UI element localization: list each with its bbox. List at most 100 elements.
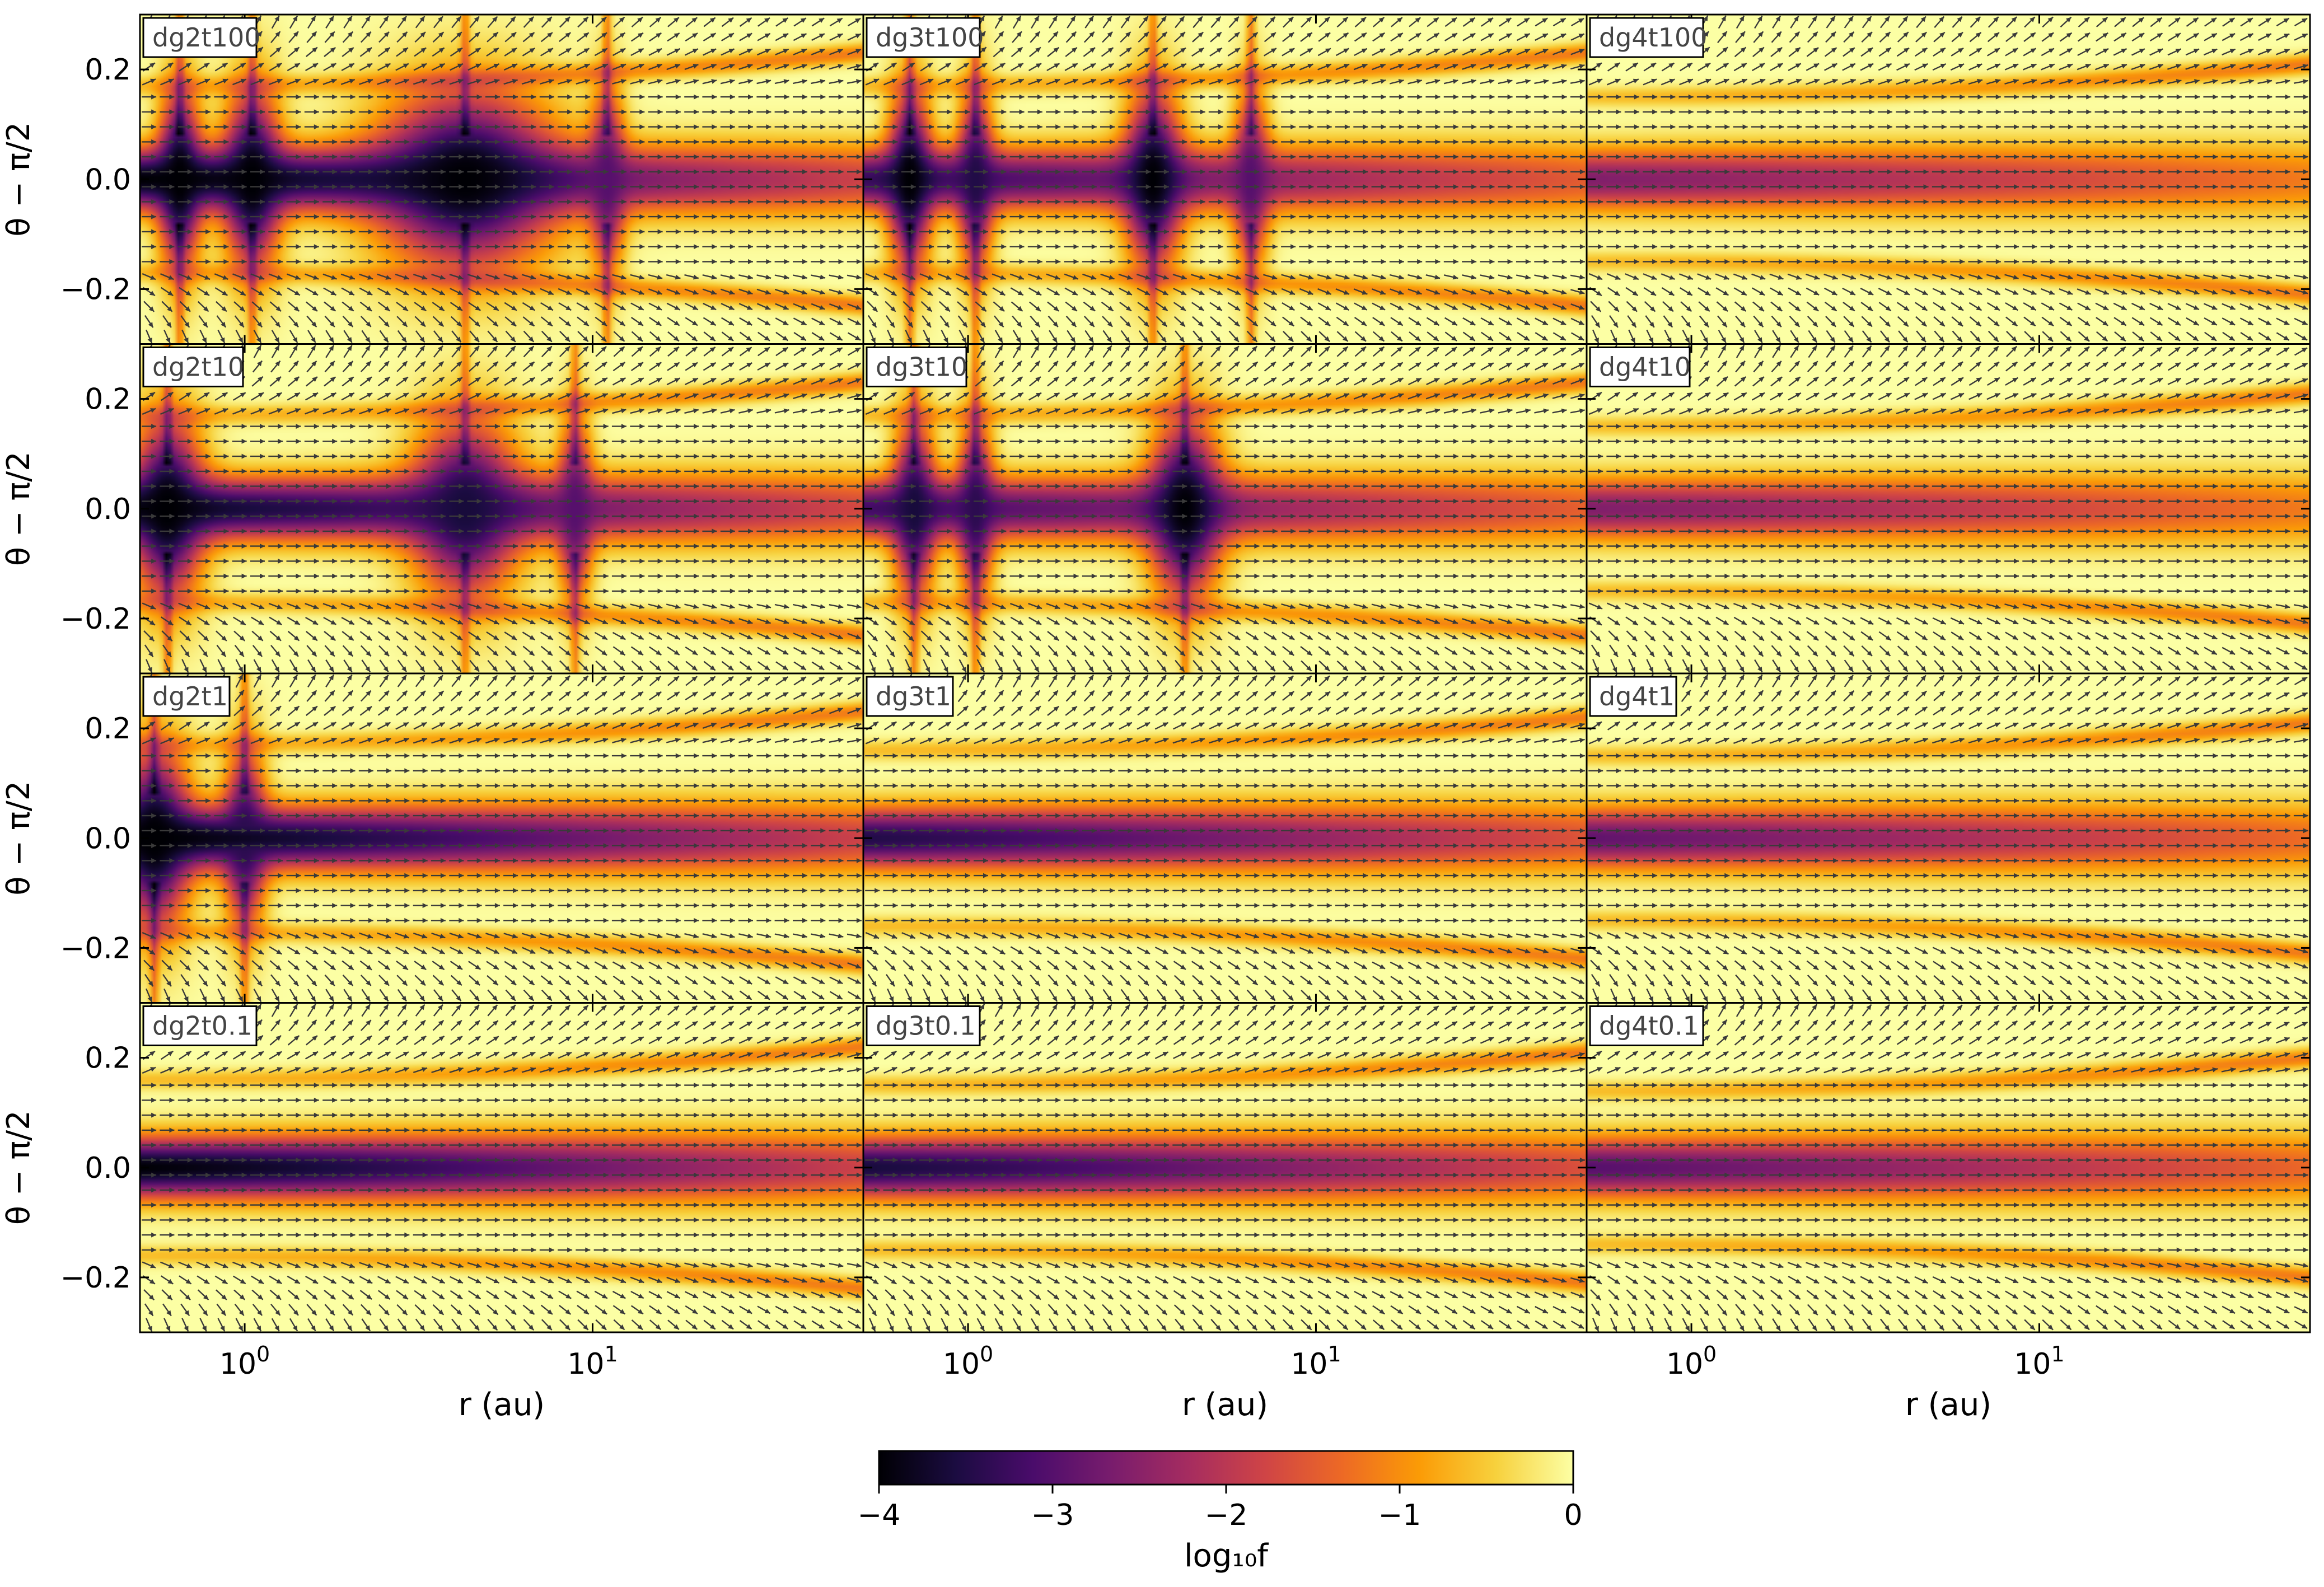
quiver-arrowhead [601,32,607,38]
quiver-arrowhead [567,229,573,235]
quiver-arrowhead [2213,124,2218,130]
quiver-arrowhead [349,275,355,280]
quiver-arrowhead [169,199,175,204]
quiver-arrowhead [1218,139,1223,144]
quiver-arrowhead [204,78,211,83]
quiver-arrowhead [603,199,609,204]
quiver-arrowhead [1489,94,1495,100]
quiver-arrowhead [1507,274,1513,280]
quiver-arrowhead [583,336,588,342]
quiver-arrowhead [675,229,681,235]
quiver-arrowhead [965,184,970,190]
quiver-arrowhead [1381,214,1386,219]
quiver-arrowhead [1993,17,1999,22]
quiver-arrowhead [2195,244,2200,250]
quiver-arrowhead [347,337,352,343]
quiver-arrowhead [1070,321,1077,327]
quiver-arrowhead [1723,63,1729,68]
quiver-arrowhead [1833,169,1839,175]
quiver-arrowhead [1995,184,2001,190]
quiver-arrowhead [710,305,717,310]
quiver-arrowhead [1848,16,1853,22]
quiver-arrowhead [981,47,986,53]
quiver-arrowhead [293,31,298,37]
quiver-arrowhead [2140,139,2146,144]
quiver-arrowhead [1452,274,1458,280]
quiver-arrowhead [2158,154,2164,160]
quiver-arrowhead [980,321,986,327]
quiver-arrowhead [1110,169,1115,175]
quiver-arrowhead [2176,124,2182,130]
quiver-arrowhead [838,64,844,69]
quiver-arrowhead [1596,63,1602,68]
quiver-arrowhead [820,94,826,100]
quiver-arrowhead [855,320,861,325]
quiver-arrowhead [348,63,354,68]
quiver-arrowhead [513,169,518,175]
quiver-arrowhead [1634,229,1639,235]
quiver-arrowhead [531,184,536,190]
quiver-arrowhead [1795,78,1802,84]
quiver-arrowhead [1977,169,1983,175]
quiver-arrowhead [766,184,771,190]
quiver-arrowhead [1815,184,1820,190]
quiver-arrowhead [402,321,408,327]
quiver-arrowhead [730,169,735,175]
quiver-arrowhead [1489,139,1495,144]
quiver-arrowhead [820,124,826,130]
quiver-arrowhead [766,214,771,219]
quiver-arrowhead [1199,78,1205,84]
quiver-arrowhead [838,259,844,264]
quiver-arrowhead [892,154,898,160]
quiver-arrowhead [184,337,189,343]
quiver-arrowhead [1995,154,2001,160]
quiver-arrowhead [2284,274,2290,280]
quiver-arrowhead [1344,169,1350,175]
quiver-arrowhead [764,17,770,23]
quiver-arrowhead [1218,199,1223,204]
quiver-arrowhead [1073,109,1079,115]
quiver-arrowhead [292,16,298,22]
quiver-arrowhead [1162,290,1168,295]
quiver-arrowhead [1453,244,1458,250]
quiver-arrowhead [2104,124,2110,130]
quiver-arrowhead [2084,48,2091,53]
quiver-arrowhead [2248,94,2254,100]
quiver-arrowhead [1525,124,1531,130]
quiver-arrowhead [2212,274,2218,280]
quiver-arrowhead [1941,244,1947,250]
quiver-arrowhead [765,274,771,280]
quiver-arrowhead [2267,244,2272,250]
quiver-arrowhead [765,49,771,54]
quiver-arrowhead [2266,274,2272,280]
quiver-arrowhead [1344,290,1349,295]
quiver-arrowhead [694,259,699,264]
quiver-arrowhead [2122,214,2127,219]
quiver-arrowhead [620,274,626,280]
quiver-arrowhead [1091,229,1097,235]
quiver-arrowhead [979,16,985,21]
quiver-arrowhead [475,306,481,311]
quiver-arrowhead [712,154,717,160]
quiver-arrowhead [1832,78,1838,84]
quiver-arrowhead [1741,63,1747,68]
quiver-arrowhead [549,154,554,160]
quiver-arrowhead [983,154,988,160]
quiver-dg4t100 [1588,15,2308,344]
quiver-arrowhead [2247,34,2253,39]
quiver-arrowhead [1091,169,1097,175]
quiver-arrowhead [1797,199,1802,204]
quiver-arrowhead [1342,336,1348,341]
quiver-arrowhead [910,139,916,144]
quiver-arrowhead [783,305,789,310]
quiver-arrowhead [330,47,336,53]
quiver-arrowhead [730,124,735,130]
quiver-arrowhead [2231,94,2236,100]
quiver-arrowhead [1254,78,1259,84]
quiver-arrowhead [2068,154,2073,160]
quiver-arrowhead [1145,214,1151,219]
quiver-arrowhead [350,259,356,264]
quiver-arrowhead [1434,64,1440,69]
quiver-arrowhead [1381,244,1386,250]
quiver-arrowhead [998,16,1003,22]
